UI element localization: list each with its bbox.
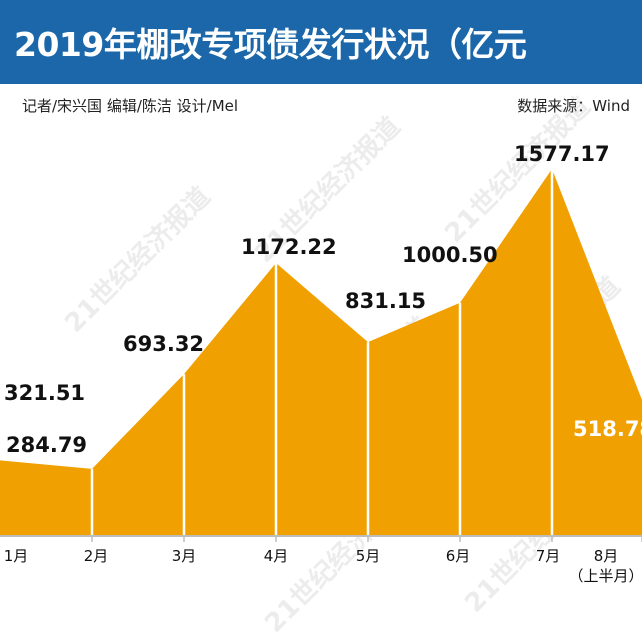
x-tick-label: 1月 <box>4 547 29 565</box>
x-tick-label: 7月 <box>536 547 561 565</box>
data-label: 1000.50 <box>402 243 498 267</box>
header-bar: 2019年棚改专项债发行状况（亿元 <box>0 0 642 84</box>
credits-line: 记者/宋兴国 编辑/陈洁 设计/Mel <box>22 97 239 115</box>
data-label: 693.32 <box>123 332 204 356</box>
data-label: 284.79 <box>6 433 87 457</box>
x-tick-label: 8月 <box>594 547 619 565</box>
x-tick-label: 4月 <box>264 547 289 565</box>
x-tick-label: 5月 <box>356 547 381 565</box>
x-tick-label: 6月 <box>446 547 471 565</box>
data-label: 321.51 <box>4 381 85 405</box>
data-label: 1577.17 <box>514 142 610 166</box>
data-label: 831.15 <box>345 289 426 313</box>
data-label: 1172.22 <box>241 235 337 259</box>
area-chart: 1月 2月 3月 4月 5月 6月 7月 8月 （上半月） 321.51 284.79 693.32 1… <box>0 142 642 585</box>
x-tick-label: （上半月） <box>568 567 642 585</box>
x-tick-label: 2月 <box>84 547 109 565</box>
area-series <box>0 169 642 535</box>
data-label: 518.78 <box>573 417 642 441</box>
x-tick-label: 3月 <box>172 547 197 565</box>
data-source: 数据来源：Wind <box>517 97 630 115</box>
chart-title: 2019年棚改专项债发行状况（亿元 <box>14 25 527 64</box>
